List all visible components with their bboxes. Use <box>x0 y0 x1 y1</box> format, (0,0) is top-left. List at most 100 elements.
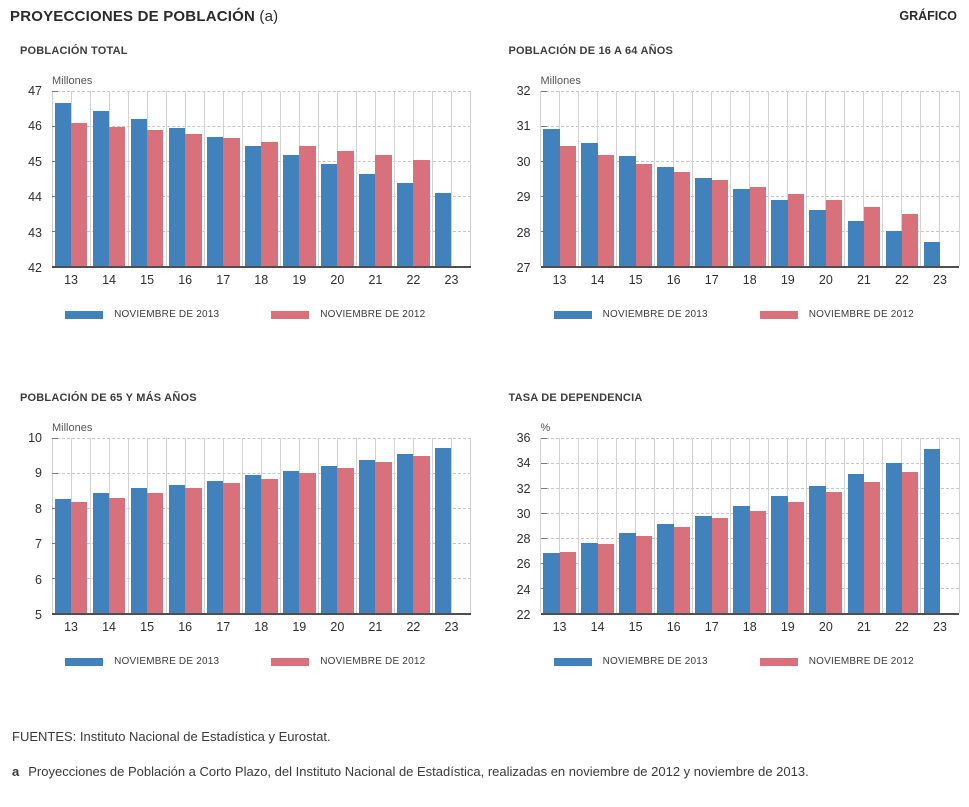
vertical-gridline <box>317 438 319 613</box>
x-tick-label: 22 <box>406 273 421 287</box>
bar-nov2013-14 <box>92 493 110 613</box>
x-tick-label: 17 <box>216 273 231 287</box>
vertical-gridline <box>711 91 713 266</box>
y-tick-label: 47 <box>28 83 42 98</box>
vertical-gridline <box>355 91 357 266</box>
legend-label-nov2013: NOVIEMBRE DE 2013 <box>114 309 220 320</box>
x-tick-label: 14 <box>102 620 117 634</box>
plot-area <box>51 438 471 615</box>
bar-nov2012-14 <box>597 544 614 613</box>
x-tick-label: 16 <box>178 620 193 634</box>
x-tick-label: 18 <box>254 620 269 634</box>
bar-nov2013-17 <box>206 136 224 266</box>
x-tick-label: 16 <box>666 620 681 634</box>
bar-nov2012-13 <box>559 551 576 613</box>
legend-item-nov2013: NOVIEMBRE DE 2013 <box>65 309 219 320</box>
chart-panel: TASA DE DEPENDENCIA % 22 24 26 28 30 32 34 36 1… <box>499 392 960 667</box>
bar-nov2012-18 <box>749 510 767 613</box>
x-tick-label: 17 <box>216 620 231 634</box>
vertical-gridline <box>51 438 53 613</box>
x-tick-label: 18 <box>742 273 757 287</box>
vertical-gridline <box>768 438 770 613</box>
bar-nov2013-17 <box>206 480 224 613</box>
y-tick-mark <box>540 513 547 514</box>
bar-nov2012-13 <box>71 502 88 613</box>
plot-row: 5 6 7 8 9 10 <box>20 432 471 621</box>
bar-nov2012-19 <box>299 473 316 613</box>
y-tick-label: 5 <box>35 607 42 622</box>
x-tick-label: 13 <box>552 273 567 287</box>
y-tick-label: 43 <box>28 225 42 240</box>
bar-nov2012-19 <box>787 193 805 266</box>
x-tick-label: 22 <box>894 620 909 634</box>
legend-swatch-nov2012 <box>759 310 798 319</box>
footnote: a Proyecciones de Población a Corto Plazo… <box>10 764 959 779</box>
y-tick-label: 28 <box>516 531 531 546</box>
bar-nov2012-16 <box>673 526 691 613</box>
y-axis-unit-label: Millones <box>52 422 93 434</box>
bar-nov2013-22 <box>397 183 414 266</box>
vertical-gridline <box>51 91 53 266</box>
x-tick-label: 18 <box>254 273 269 287</box>
bar-nov2013-19 <box>771 200 788 266</box>
y-tick-mark <box>540 488 547 489</box>
x-axis-labels: 13 14 15 16 17 18 19 20 21 22 23 <box>541 615 960 634</box>
bar-nov2012-16 <box>185 488 202 613</box>
bar-nov2013-23 <box>435 447 452 613</box>
bar-nov2013-13 <box>54 102 72 266</box>
plot-row: 42 43 44 45 46 47 <box>20 85 471 274</box>
legend-item-nov2012: NOVIEMBRE DE 2012 <box>271 309 425 320</box>
bar-nov2012-18 <box>261 478 278 613</box>
chart-title: POBLACIÓN DE 65 Y MÁS AÑOS <box>20 392 197 404</box>
vertical-gridline <box>654 91 656 266</box>
x-tick-label: 15 <box>628 273 643 287</box>
chart-panel: POBLACIÓN TOTAL Millones 42 43 44 45 46 47 13… <box>10 45 471 320</box>
vertical-gridline <box>89 91 91 266</box>
y-tick-label: 9 <box>35 466 42 481</box>
bar-nov2012-20 <box>337 468 354 613</box>
bar-nov2013-20 <box>809 210 826 266</box>
x-tick-label: 17 <box>704 273 719 287</box>
y-tick-label: 29 <box>516 189 531 204</box>
y-tick-label: 46 <box>28 119 42 134</box>
bar-nov2012-17 <box>223 138 240 266</box>
y-axis-unit-label: Millones <box>540 75 581 87</box>
bar-nov2013-19 <box>282 155 300 266</box>
x-tick-label: 23 <box>933 273 947 287</box>
x-tick-label: 22 <box>406 620 421 634</box>
bar-nov2013-22 <box>885 463 902 613</box>
vertical-gridline <box>540 438 541 613</box>
x-tick-label: 20 <box>330 273 345 287</box>
bar-nov2013-22 <box>397 454 414 613</box>
bar-nov2013-18 <box>244 475 262 613</box>
bar-nov2012-18 <box>261 142 278 266</box>
vertical-gridline <box>317 91 319 266</box>
y-tick-mark <box>540 126 547 127</box>
y-tick-label: 42 <box>28 260 42 275</box>
y-tick-mark <box>540 91 547 92</box>
y-tick-label: 8 <box>35 501 42 516</box>
x-tick-label: 18 <box>742 620 757 634</box>
x-tick-label: 13 <box>552 620 567 634</box>
vertical-gridline <box>844 438 846 613</box>
legend-label-nov2013: NOVIEMBRE DE 2013 <box>602 309 708 320</box>
plot-area <box>540 91 960 268</box>
x-tick-label: 21 <box>368 620 383 634</box>
x-tick-label: 23 <box>444 273 459 287</box>
y-tick-mark <box>540 463 547 464</box>
vertical-gridline <box>393 438 395 613</box>
bar-nov2012-15 <box>635 163 652 266</box>
vertical-gridline <box>901 91 903 266</box>
x-tick-label: 22 <box>894 273 909 287</box>
vertical-gridline <box>203 438 205 613</box>
bar-nov2012-17 <box>711 179 729 266</box>
x-tick-label: 14 <box>590 620 605 634</box>
x-axis-labels: 13 14 15 16 17 18 19 20 21 22 23 <box>52 268 471 287</box>
legend-swatch-nov2013 <box>553 657 592 666</box>
legend-label-nov2012: NOVIEMBRE DE 2012 <box>808 309 914 320</box>
vertical-gridline <box>863 91 865 266</box>
bar-nov2013-13 <box>54 498 72 613</box>
vertical-gridline <box>393 91 395 266</box>
bar-nov2013-15 <box>130 488 148 613</box>
bar-nov2012-16 <box>673 172 691 266</box>
